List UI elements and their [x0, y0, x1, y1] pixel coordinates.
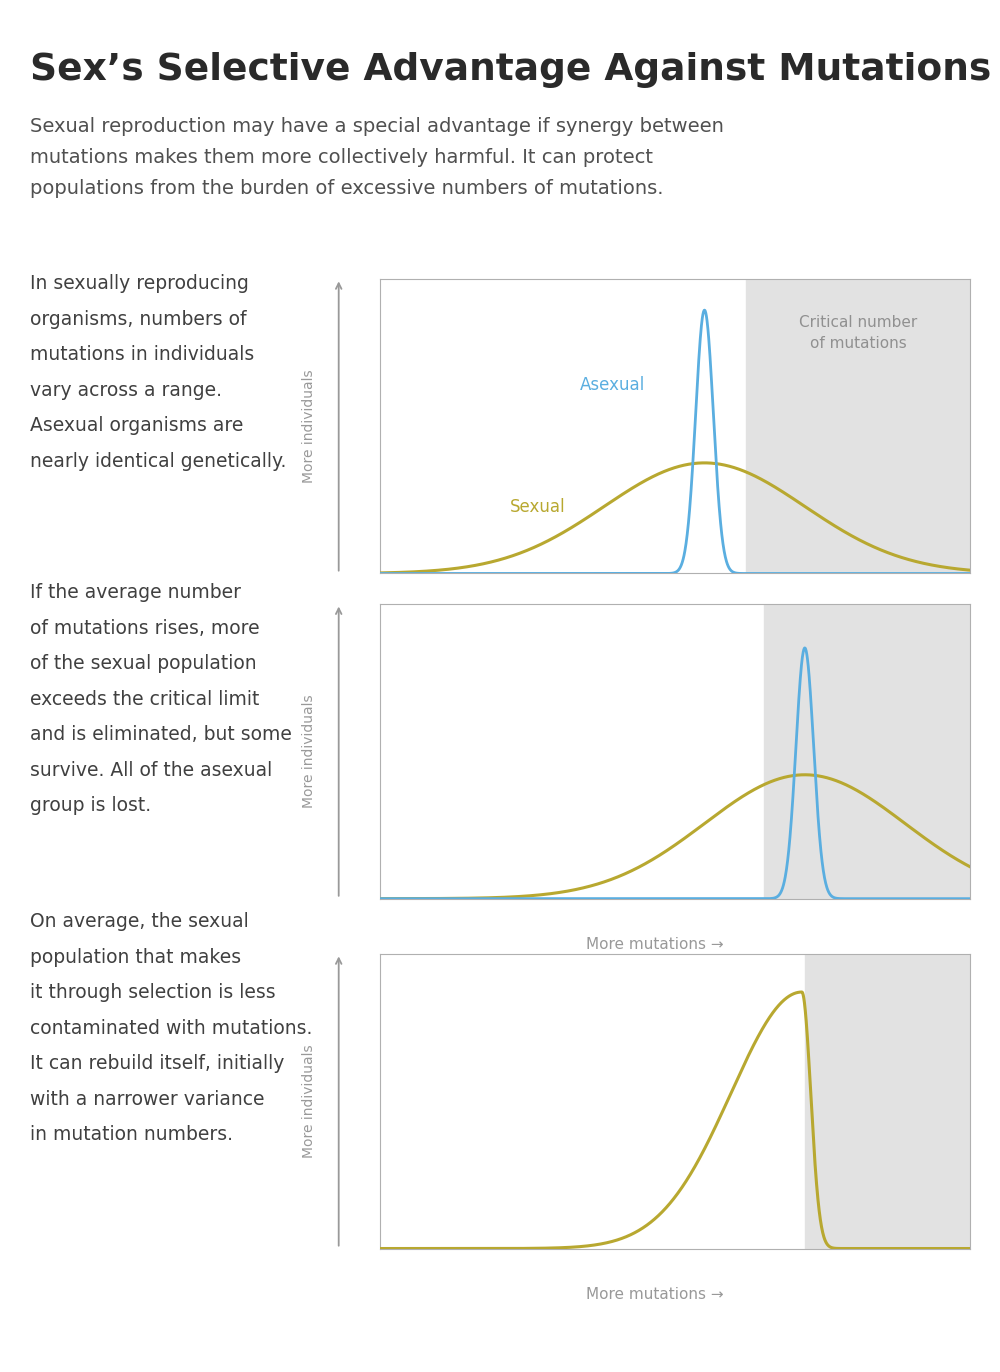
Text: Critical number
of mutations: Critical number of mutations — [799, 316, 917, 351]
Text: On average, the sexual
population that makes
it through selection is less
contam: On average, the sexual population that m… — [30, 912, 312, 1144]
Bar — [764, 604, 970, 899]
Text: Sexual reproduction may have a special advantage if synergy between
mutations ma: Sexual reproduction may have a special a… — [30, 117, 724, 198]
Text: Asexual: Asexual — [580, 376, 646, 394]
Bar — [805, 954, 970, 1249]
Text: More mutations →: More mutations → — [586, 612, 724, 627]
Text: In sexually reproducing
organisms, numbers of
mutations in individuals
vary acro: In sexually reproducing organisms, numbe… — [30, 274, 286, 471]
Text: More individuals: More individuals — [302, 1044, 316, 1158]
Text: Sexual: Sexual — [510, 498, 565, 516]
Text: If the average number
of mutations rises, more
of the sexual population
exceeds : If the average number of mutations rises… — [30, 583, 292, 815]
Text: More individuals: More individuals — [302, 694, 316, 808]
Text: Sex’s Selective Advantage Against Mutations: Sex’s Selective Advantage Against Mutati… — [30, 52, 991, 88]
Text: More mutations →: More mutations → — [586, 937, 724, 952]
Text: More mutations →: More mutations → — [586, 1287, 724, 1302]
Bar — [746, 279, 970, 573]
Text: More individuals: More individuals — [302, 369, 316, 483]
